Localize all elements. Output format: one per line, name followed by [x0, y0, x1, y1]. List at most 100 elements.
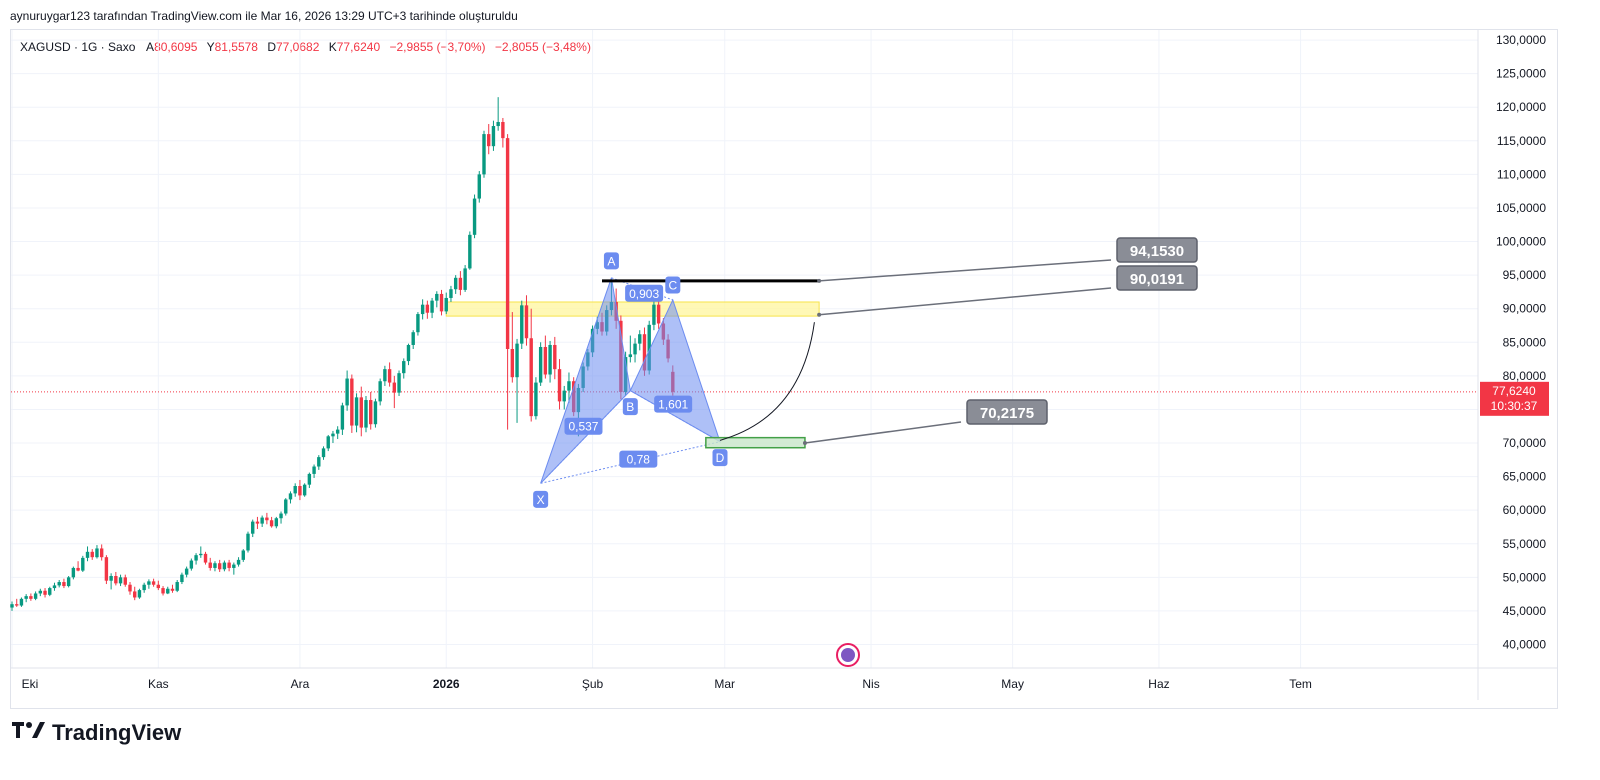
point-label-c-bg [665, 276, 681, 294]
candle-body [246, 533, 250, 551]
candle [147, 579, 151, 589]
candle-body [29, 596, 33, 599]
candle [638, 330, 642, 351]
candle [180, 572, 184, 585]
candle-body [38, 590, 43, 594]
ratio-label-text: 1,601 [658, 398, 688, 412]
callout-70-bg [966, 399, 1048, 425]
candle [317, 455, 321, 470]
point-label-a: A [603, 252, 619, 270]
candle [369, 391, 373, 430]
candle-body [95, 548, 99, 558]
candle [331, 430, 335, 444]
candle [293, 483, 297, 497]
candle [52, 582, 57, 591]
candle-body [48, 588, 52, 595]
candle [383, 365, 387, 386]
candle-body [397, 373, 401, 393]
candle-body [491, 126, 496, 147]
candle [71, 566, 76, 580]
candle [420, 299, 425, 320]
candle [378, 378, 382, 406]
candle-body [114, 575, 118, 584]
candle-body [19, 598, 24, 606]
candle-body [236, 559, 241, 565]
ratio-label-bg [625, 284, 664, 302]
candle-body [298, 486, 302, 496]
y-tick-label: 130,0000 [1496, 33, 1546, 47]
candle-body [501, 122, 505, 139]
candle-body [85, 551, 90, 558]
candle-body [260, 517, 264, 524]
candle [76, 561, 80, 572]
legend-open: 80,6095 [154, 40, 198, 54]
ratio-label-bg [654, 395, 693, 413]
candle [567, 372, 571, 403]
callout-70-text: 70,2175 [980, 405, 1034, 422]
candle [628, 335, 633, 363]
candle [534, 377, 538, 420]
legend-change: −2,9855 (−3,70%) [389, 40, 486, 54]
tradingview-logo-text: TradingView [52, 720, 182, 745]
candle-body [147, 581, 151, 585]
candle [633, 338, 637, 363]
candle-body [548, 344, 552, 375]
y-tick-label: 125,0000 [1496, 67, 1546, 81]
candle-body [638, 334, 642, 344]
candle [66, 575, 71, 588]
candle [15, 598, 19, 607]
candle-body [208, 562, 212, 568]
y-tick-label: 85,0000 [1503, 335, 1547, 349]
candle [524, 295, 529, 346]
point-label-b: B [622, 398, 638, 416]
candle-body [468, 234, 472, 269]
legend-high-label: Y [206, 40, 215, 54]
candle-body [24, 596, 28, 599]
candle-body [340, 405, 345, 430]
y-tick-label: 55,0000 [1503, 537, 1547, 551]
candle [392, 375, 397, 409]
candle-body [274, 518, 279, 527]
candle-body [515, 343, 519, 378]
candle [430, 297, 434, 319]
data-provider-icon [836, 643, 860, 667]
x-tick-label: Tem [1289, 677, 1312, 691]
candle-body [43, 590, 47, 595]
candle [90, 549, 94, 560]
candle [33, 591, 38, 601]
candle-body [166, 588, 170, 594]
candle-body [288, 493, 293, 500]
candle-body [543, 346, 548, 375]
candle [236, 557, 241, 567]
candle-body [279, 513, 283, 519]
candle-body [487, 134, 491, 147]
x-tick-label: Ara [291, 677, 310, 691]
candle-body [562, 390, 566, 402]
candle [222, 560, 227, 572]
candle-body [241, 550, 245, 560]
candle [274, 516, 279, 529]
legend-symbol[interactable]: XAGUSD · 1G · Saxo [20, 40, 136, 54]
candle-body [482, 134, 486, 175]
candle [482, 130, 486, 178]
candle [520, 300, 524, 349]
ratio-label-bg [619, 450, 658, 468]
candle [170, 584, 175, 593]
candle [246, 531, 250, 553]
y-tick-label: 90,0000 [1503, 302, 1547, 316]
candle-body [444, 297, 448, 312]
y-tick-label: 100,0000 [1496, 235, 1546, 249]
candle [194, 553, 198, 565]
candle-body [345, 378, 349, 406]
y-tick-label: 95,0000 [1503, 268, 1547, 282]
candle-body [227, 562, 231, 568]
tradingview-logo[interactable]: TradingView [12, 720, 181, 746]
x-tick-label: Kas [148, 677, 169, 691]
candle [62, 578, 66, 589]
candle-body [232, 564, 236, 568]
ratio-label: 0,78 [619, 450, 658, 468]
callout-94-text: 94,1530 [1130, 243, 1184, 260]
candle [213, 561, 217, 572]
